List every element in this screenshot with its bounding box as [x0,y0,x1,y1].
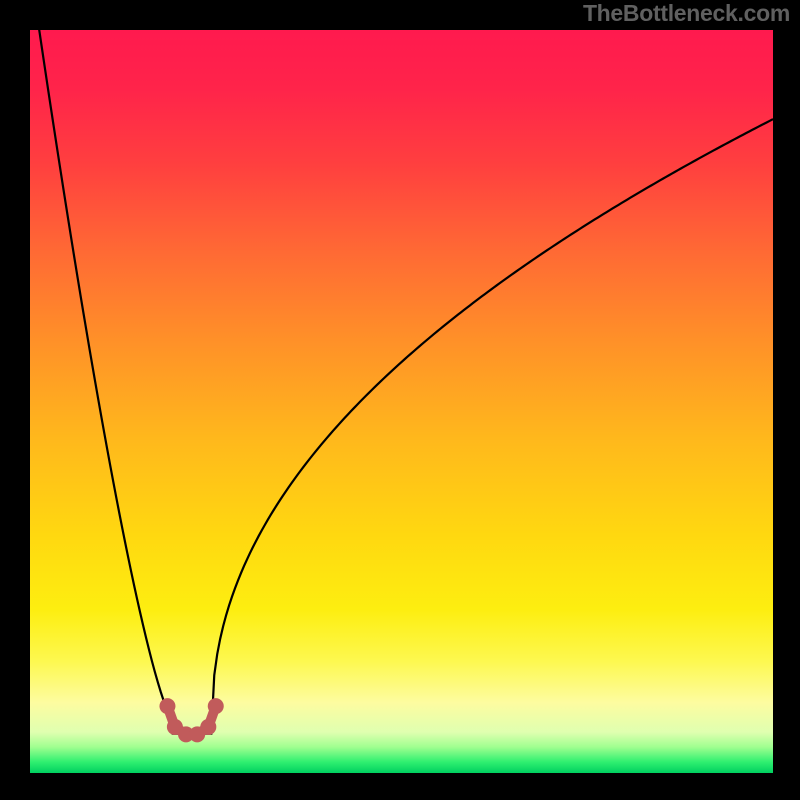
marker-dot [159,698,175,714]
gradient-background [30,30,773,773]
marker-connector [167,706,215,734]
plot-area [30,30,773,773]
watermark-text: TheBottleneck.com [583,0,790,27]
chart-frame: TheBottleneck.com [0,0,800,800]
marker-dot [167,719,183,735]
marker-dot [178,726,194,742]
marker-dot [208,698,224,714]
bottleneck-curve [30,30,773,773]
curve-path [30,30,773,734]
optimum-markers [30,30,773,773]
marker-dot [189,726,205,742]
marker-dot [200,719,216,735]
